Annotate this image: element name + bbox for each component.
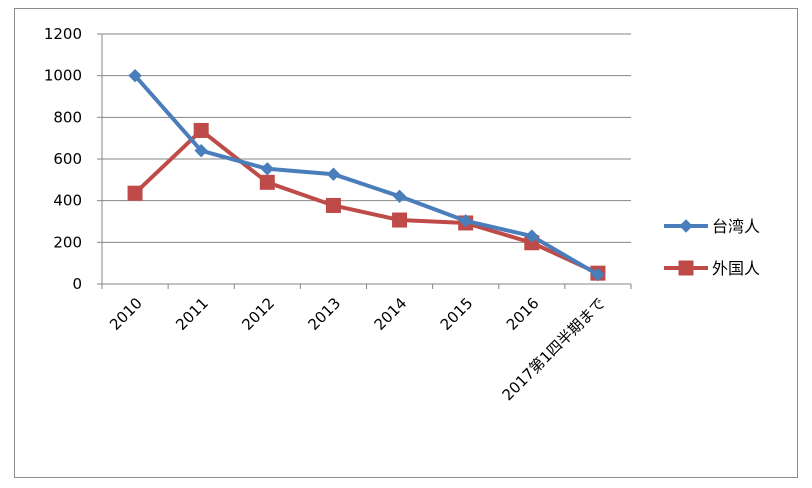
x-tick-label: 2012 xyxy=(238,294,278,334)
data-point xyxy=(193,122,209,138)
legend-swatch-marker xyxy=(678,260,694,276)
legend-entry: 外国人 xyxy=(664,259,760,278)
series-line xyxy=(133,74,599,277)
y-tick-label: 200 xyxy=(53,233,82,251)
x-tick-label: 2013 xyxy=(305,294,345,334)
legend-entry: 台湾人 xyxy=(664,217,760,236)
data-point xyxy=(128,68,142,83)
axes xyxy=(97,33,632,289)
y-tick-label: 0 xyxy=(72,275,82,293)
data-point xyxy=(194,143,208,158)
y-tick-label: 1200 xyxy=(44,25,82,43)
y-tick-label: 400 xyxy=(53,192,82,210)
y-tick-label: 600 xyxy=(53,150,82,168)
data-point xyxy=(458,214,473,228)
legend-label: 外国人 xyxy=(712,259,760,278)
x-tick-label: 2011 xyxy=(172,294,212,334)
y-tick-label: 1000 xyxy=(44,67,82,85)
data-point xyxy=(127,185,143,201)
data-point xyxy=(525,229,539,243)
x-tick-label: 2015 xyxy=(437,294,477,334)
x-tick-label: 2014 xyxy=(371,294,411,334)
data-point xyxy=(591,267,605,282)
data-point xyxy=(260,162,275,176)
data-series xyxy=(127,68,606,282)
data-point xyxy=(326,167,341,181)
series-line xyxy=(133,128,599,275)
data-point xyxy=(325,197,341,213)
y-tick-label: 800 xyxy=(53,108,82,126)
data-point xyxy=(392,189,407,203)
legend-label: 台湾人 xyxy=(712,217,760,236)
data-point xyxy=(259,174,275,190)
x-tick-label: 2016 xyxy=(503,294,543,334)
x-tick-label: 2010 xyxy=(106,294,146,334)
y-axis-tick-labels: 0 200 400 600 800 1000 1200 xyxy=(44,25,82,293)
legend-swatch-marker xyxy=(679,219,693,233)
data-point xyxy=(392,212,408,228)
series-1 xyxy=(128,68,605,282)
